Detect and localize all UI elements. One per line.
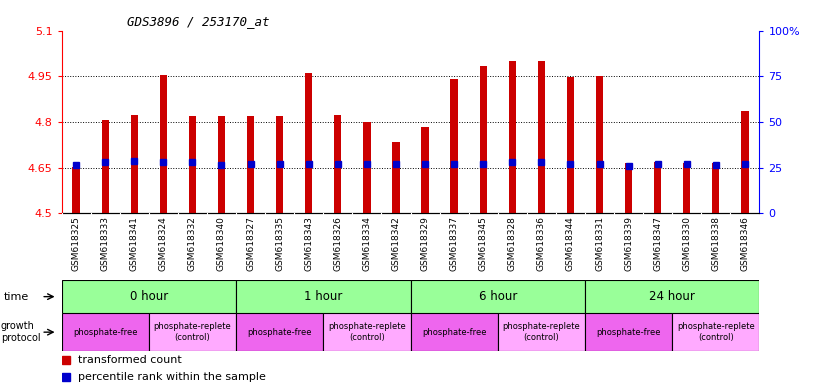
Bar <box>566 77 574 213</box>
Text: GSM618340: GSM618340 <box>217 217 226 271</box>
Bar <box>62 313 149 351</box>
Text: GSM618331: GSM618331 <box>595 217 604 271</box>
Bar <box>392 142 400 213</box>
Text: GSM618328: GSM618328 <box>507 217 516 271</box>
Bar <box>72 167 80 213</box>
Bar <box>538 61 545 213</box>
Bar <box>585 280 759 313</box>
Text: GSM618344: GSM618344 <box>566 217 575 271</box>
Bar <box>625 163 632 213</box>
Text: GSM618343: GSM618343 <box>305 217 314 271</box>
Text: phosphate-replete
(control): phosphate-replete (control) <box>677 323 754 342</box>
Text: GSM618341: GSM618341 <box>130 217 139 271</box>
Text: GSM618339: GSM618339 <box>624 217 633 271</box>
Text: GSM618330: GSM618330 <box>682 217 691 271</box>
Bar <box>585 313 672 351</box>
Bar <box>421 127 429 213</box>
Text: GSM618338: GSM618338 <box>711 217 720 271</box>
Text: GDS3896 / 253170_at: GDS3896 / 253170_at <box>127 15 270 28</box>
Bar <box>334 115 342 213</box>
Bar <box>363 122 370 213</box>
Bar <box>102 120 109 213</box>
Bar <box>189 116 196 213</box>
Text: GSM618329: GSM618329 <box>420 217 429 271</box>
Text: percentile rank within the sample: percentile rank within the sample <box>78 372 266 382</box>
Bar <box>712 163 719 213</box>
Bar <box>672 313 759 351</box>
Text: GSM618335: GSM618335 <box>275 217 284 271</box>
Text: phosphate-free: phosphate-free <box>247 328 312 337</box>
Bar <box>323 313 410 351</box>
Bar <box>62 280 236 313</box>
Text: phosphate-free: phosphate-free <box>596 328 661 337</box>
Text: GSM618333: GSM618333 <box>101 217 110 271</box>
Bar <box>498 313 585 351</box>
Text: GSM618337: GSM618337 <box>450 217 459 271</box>
Bar <box>479 66 487 213</box>
Text: GSM618336: GSM618336 <box>537 217 546 271</box>
Bar <box>218 116 225 213</box>
Bar <box>509 61 516 213</box>
Bar <box>149 313 236 351</box>
Text: phosphate-free: phosphate-free <box>422 328 486 337</box>
Text: GSM618325: GSM618325 <box>71 217 80 271</box>
Bar <box>410 313 498 351</box>
Text: phosphate-replete
(control): phosphate-replete (control) <box>328 323 406 342</box>
Text: 0 hour: 0 hour <box>130 290 168 303</box>
Bar <box>160 75 167 213</box>
Text: phosphate-replete
(control): phosphate-replete (control) <box>502 323 580 342</box>
Text: GSM618327: GSM618327 <box>246 217 255 271</box>
Bar <box>410 280 585 313</box>
Bar <box>596 76 603 213</box>
Bar <box>741 111 749 213</box>
Text: growth
protocol: growth protocol <box>1 321 40 343</box>
Text: GSM618324: GSM618324 <box>158 217 167 271</box>
Text: GSM618347: GSM618347 <box>654 217 663 271</box>
Text: 1 hour: 1 hour <box>304 290 342 303</box>
Bar <box>683 163 690 213</box>
Text: GSM618332: GSM618332 <box>188 217 197 271</box>
Bar <box>236 280 410 313</box>
Text: transformed count: transformed count <box>78 356 182 366</box>
Text: GSM618326: GSM618326 <box>333 217 342 271</box>
Bar <box>276 116 283 213</box>
Bar <box>305 73 312 213</box>
Text: 6 hour: 6 hour <box>479 290 517 303</box>
Text: GSM618342: GSM618342 <box>392 217 401 271</box>
Text: 24 hour: 24 hour <box>649 290 695 303</box>
Bar <box>236 313 323 351</box>
Text: time: time <box>4 291 30 302</box>
Text: GSM618346: GSM618346 <box>741 217 750 271</box>
Bar <box>654 162 661 213</box>
Text: GSM618334: GSM618334 <box>362 217 371 271</box>
Bar <box>131 115 138 213</box>
Text: GSM618345: GSM618345 <box>479 217 488 271</box>
Bar <box>451 79 458 213</box>
Bar <box>247 116 255 213</box>
Text: phosphate-free: phosphate-free <box>73 328 137 337</box>
Text: phosphate-replete
(control): phosphate-replete (control) <box>154 323 232 342</box>
